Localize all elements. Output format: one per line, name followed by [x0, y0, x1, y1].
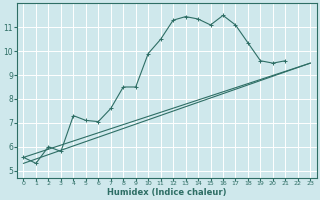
X-axis label: Humidex (Indice chaleur): Humidex (Indice chaleur) — [107, 188, 227, 197]
